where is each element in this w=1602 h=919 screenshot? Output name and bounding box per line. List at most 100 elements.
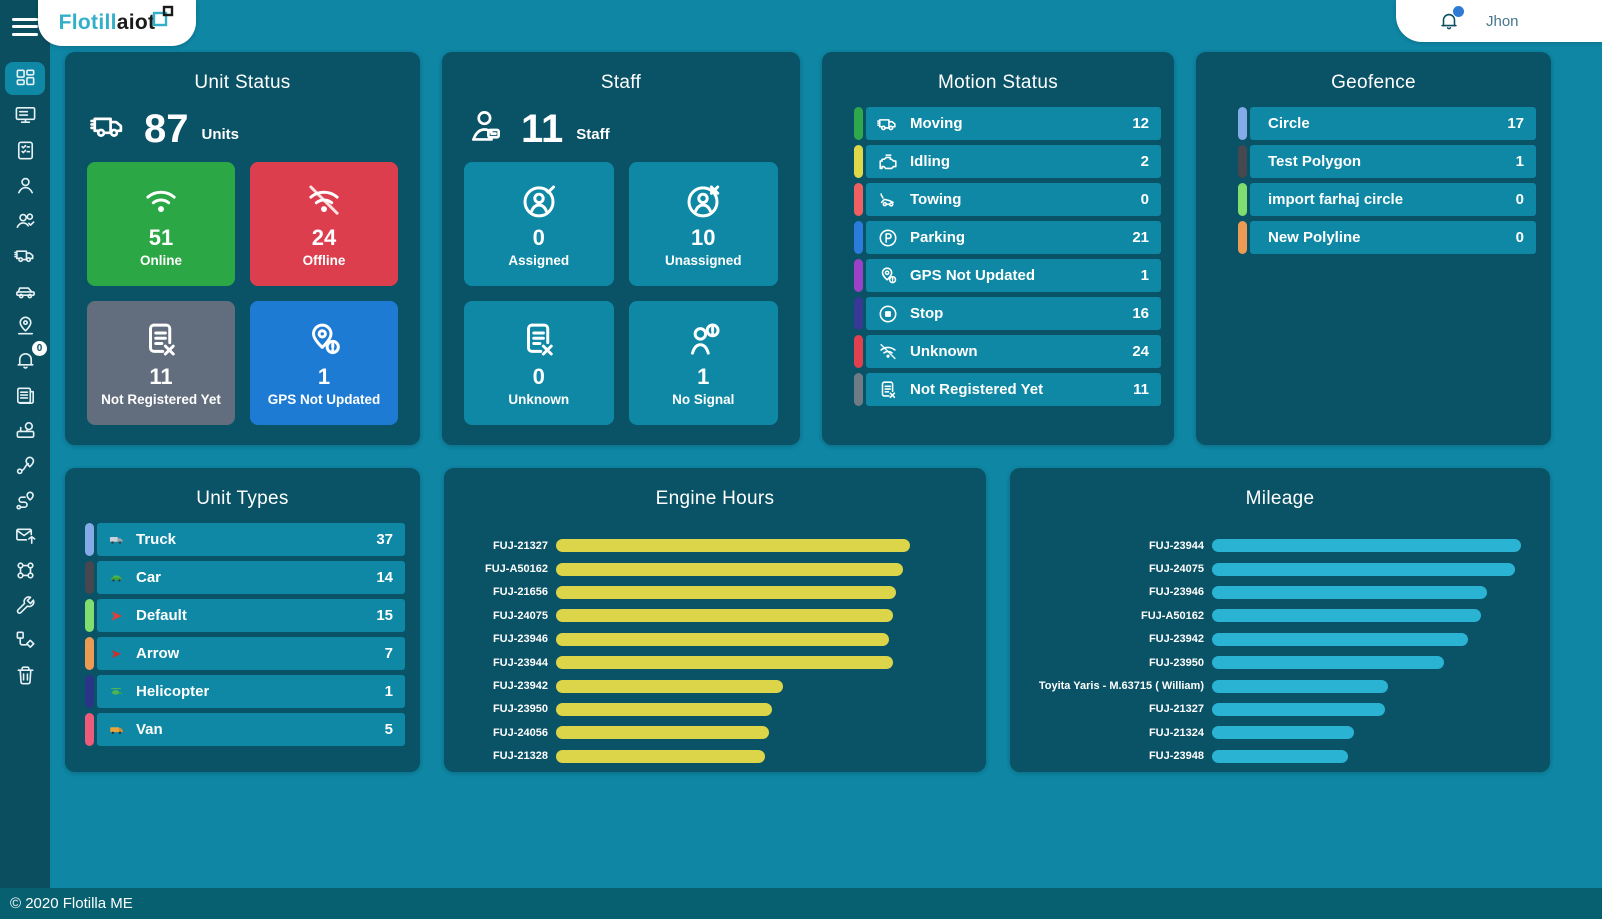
geofence-row-circle[interactable]: Circle 17 (1238, 107, 1536, 140)
sidebar-item-checklist[interactable] (5, 135, 45, 165)
motion-status-row-unknown[interactable]: Unknown 24 (854, 335, 1161, 368)
unit-status-tile-offline[interactable]: 24 Offline (250, 162, 398, 286)
bar-label: FUJ-23950 (492, 703, 548, 716)
staff-tile-no-signal[interactable]: 1 No Signal (628, 301, 778, 425)
engine-hours-chart: FUJ-21327 FUJ-A50162 FUJ-21656 FUJ-24075… (444, 510, 986, 768)
tile-value: 11 (149, 364, 173, 389)
bar[interactable] (556, 749, 766, 763)
sidebar-item-commands[interactable] (5, 555, 45, 585)
sidebar-item-messages[interactable] (5, 520, 45, 550)
bar-track (556, 609, 960, 623)
accent-bar (854, 183, 863, 216)
sidebar-item-reports[interactable] (5, 380, 45, 410)
bar[interactable] (1212, 562, 1515, 576)
accent-bar (85, 675, 94, 708)
bar[interactable] (1212, 679, 1388, 693)
bar[interactable] (1212, 632, 1469, 646)
map-pin-icon (14, 314, 37, 337)
bar-label: Toyita Yaris - M.63715 ( William) (1038, 680, 1204, 693)
logo-squares-icon (151, 4, 175, 33)
route-pin-icon (14, 454, 37, 477)
unit-type-row-default[interactable]: Default 15 (85, 599, 405, 632)
sidebar-item-staff[interactable] (5, 205, 45, 235)
sidebar-item-tracking[interactable] (5, 310, 45, 340)
card-title: Motion Status (937, 72, 1059, 93)
bar[interactable] (556, 656, 893, 670)
bar-track (556, 539, 960, 553)
motion-status-row-gps-not-updated[interactable]: GPS Not Updated 1 (854, 259, 1161, 292)
unit-status-tile-online[interactable]: 51 Online (87, 162, 235, 286)
motion-status-row-idling[interactable]: Idling 2 (854, 145, 1161, 178)
bar[interactable] (556, 632, 890, 646)
bar[interactable] (556, 562, 904, 576)
user-menu[interactable]: Jhon (1396, 0, 1602, 42)
sidebar-item-notifications[interactable]: 0 (5, 341, 47, 375)
row-value: 14 (376, 569, 393, 586)
bar-track (556, 702, 960, 716)
menu-toggle-button[interactable] (12, 13, 38, 40)
sidebar-item-trucks[interactable] (5, 240, 45, 270)
row-value: 15 (376, 607, 393, 624)
person-badge-icon (464, 107, 508, 150)
sidebar-item-console[interactable] (5, 415, 45, 445)
staff-tile-unknown[interactable]: 0 Unknown (464, 301, 614, 425)
sidebar-item-workflow[interactable] (5, 625, 45, 655)
bar[interactable] (1212, 749, 1349, 763)
bar[interactable] (1212, 726, 1354, 740)
row-label: Default (136, 607, 187, 624)
row-value: 1 (1140, 267, 1149, 284)
bar[interactable] (556, 679, 783, 693)
engine-hours-bar-row: FUJ-23942 (470, 674, 960, 697)
row-label: Truck (136, 531, 177, 548)
wifi-off-icon (877, 341, 899, 363)
staff-tile-unassigned[interactable]: 10 Unassigned (628, 162, 778, 286)
sidebar-item-trips[interactable] (5, 485, 45, 515)
bar[interactable] (1212, 656, 1444, 670)
unit-type-row-helicopter[interactable]: Helicopter 1 (85, 675, 405, 708)
row-value: 11 (1133, 381, 1149, 398)
bar[interactable] (556, 726, 769, 740)
geofence-row-import-farhaj-circle[interactable]: import farhaj circle 0 (1238, 183, 1536, 216)
notification-bell-icon[interactable] (1438, 6, 1464, 32)
user-name[interactable]: Jhon (1486, 12, 1519, 30)
bar-track (1212, 539, 1524, 553)
motion-status-row-moving[interactable]: Moving 12 (854, 107, 1161, 140)
unit-type-row-van[interactable]: Van 5 (85, 713, 405, 746)
sidebar-item-cars[interactable] (5, 275, 45, 305)
accent-bar (854, 107, 863, 140)
bar[interactable] (1212, 702, 1385, 716)
sidebar-item-dashboard[interactable] (5, 62, 45, 95)
unit-type-row-arrow[interactable]: Arrow 7 (85, 637, 405, 670)
sidebar-item-users[interactable] (5, 170, 45, 200)
bar[interactable] (1212, 539, 1521, 553)
console-icon (14, 419, 37, 442)
unit-type-row-truck[interactable]: Truck 37 (85, 523, 405, 556)
sidebar-item-maintenance[interactable] (5, 590, 45, 620)
car-thumb-icon (108, 571, 125, 585)
bar[interactable] (556, 585, 897, 599)
unit-type-row-car[interactable]: Car 14 (85, 561, 405, 594)
unit-status-tile-not-registered-yet[interactable]: 11 Not Registered Yet (87, 301, 235, 425)
staff-tile-assigned[interactable]: 0 Assigned (464, 162, 614, 286)
bar[interactable] (556, 539, 911, 553)
row-value: 0 (1515, 191, 1524, 208)
mileage-card: Mileage FUJ-23944 FUJ-24075 FUJ-23946 FU… (1010, 468, 1550, 772)
sidebar-item-trash[interactable] (5, 660, 45, 690)
sidebar-item-monitoring[interactable] (5, 100, 45, 130)
motion-status-row-not-registered-yet[interactable]: Not Registered Yet 11 (854, 373, 1161, 406)
motion-status-row-stop[interactable]: Stop 16 (854, 297, 1161, 330)
bar[interactable] (1212, 609, 1481, 623)
sidebar-item-routes[interactable] (5, 450, 45, 480)
bar-track (1212, 679, 1524, 693)
news-icon (14, 384, 37, 407)
geofence-row-new-polyline[interactable]: New Polyline 0 (1238, 221, 1536, 254)
motion-status-row-parking[interactable]: Parking 21 (854, 221, 1161, 254)
mileage-bar-row: FUJ-A50162 (1036, 604, 1524, 627)
motion-status-row-towing[interactable]: Towing 0 (854, 183, 1161, 216)
bar[interactable] (1212, 585, 1487, 599)
bar[interactable] (556, 609, 893, 623)
bar[interactable] (556, 702, 773, 716)
unit-status-tile-gps-not-updated[interactable]: 1 GPS Not Updated (250, 301, 398, 425)
card-title: Unit Types (196, 488, 289, 509)
geofence-row-test-polygon[interactable]: Test Polygon 1 (1238, 145, 1536, 178)
